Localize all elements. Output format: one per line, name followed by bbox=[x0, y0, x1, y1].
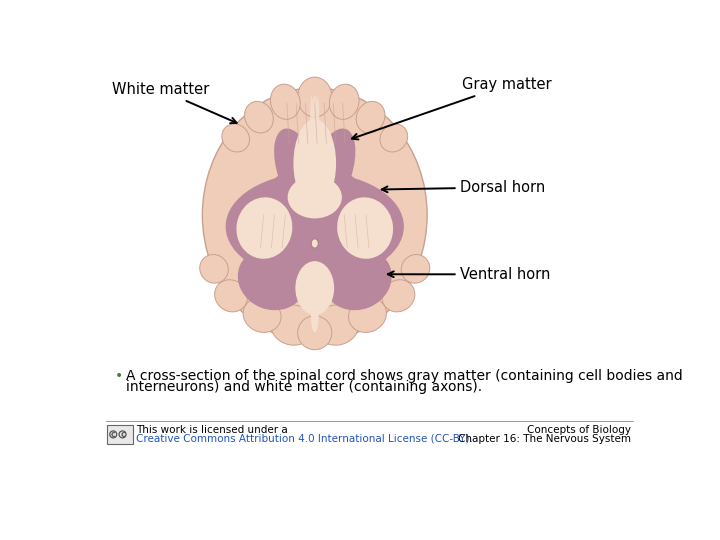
Text: c: c bbox=[120, 430, 125, 439]
Text: White matter: White matter bbox=[112, 82, 237, 123]
Ellipse shape bbox=[316, 96, 320, 150]
Ellipse shape bbox=[308, 129, 356, 214]
Ellipse shape bbox=[225, 173, 404, 280]
Ellipse shape bbox=[294, 119, 336, 208]
Ellipse shape bbox=[269, 242, 361, 296]
Ellipse shape bbox=[348, 298, 387, 333]
Ellipse shape bbox=[222, 124, 250, 152]
Text: Concepts of Biology: Concepts of Biology bbox=[527, 425, 631, 435]
Ellipse shape bbox=[271, 305, 315, 345]
Ellipse shape bbox=[287, 176, 342, 218]
Ellipse shape bbox=[236, 197, 292, 259]
Ellipse shape bbox=[337, 197, 393, 259]
Text: interneurons) and white matter (containing axons).: interneurons) and white matter (containi… bbox=[126, 381, 482, 395]
Text: Gray matter: Gray matter bbox=[352, 77, 552, 139]
Ellipse shape bbox=[295, 261, 334, 315]
Ellipse shape bbox=[271, 84, 300, 119]
Ellipse shape bbox=[323, 247, 392, 310]
Text: This work is licensed under a: This work is licensed under a bbox=[137, 425, 288, 435]
Text: Ventral horn: Ventral horn bbox=[388, 267, 551, 282]
Ellipse shape bbox=[382, 280, 415, 312]
Text: A cross-section of the spinal cord shows gray matter (containing cell bodies and: A cross-section of the spinal cord shows… bbox=[126, 369, 683, 383]
Text: Chapter 16: The Nervous System: Chapter 16: The Nervous System bbox=[458, 434, 631, 444]
Ellipse shape bbox=[401, 254, 430, 283]
Text: c: c bbox=[111, 430, 116, 439]
Ellipse shape bbox=[311, 239, 318, 248]
Ellipse shape bbox=[243, 298, 281, 333]
FancyBboxPatch shape bbox=[107, 425, 133, 444]
Ellipse shape bbox=[297, 77, 332, 117]
Ellipse shape bbox=[199, 254, 228, 283]
Ellipse shape bbox=[274, 129, 321, 214]
Ellipse shape bbox=[245, 102, 274, 133]
Ellipse shape bbox=[310, 96, 313, 150]
Text: Creative Commons Attribution 4.0 International License (CC-BY).: Creative Commons Attribution 4.0 Interna… bbox=[137, 434, 473, 444]
Ellipse shape bbox=[311, 298, 319, 333]
Text: Dorsal horn: Dorsal horn bbox=[382, 180, 546, 195]
Ellipse shape bbox=[312, 96, 318, 150]
Ellipse shape bbox=[380, 124, 408, 152]
Ellipse shape bbox=[238, 247, 307, 310]
Ellipse shape bbox=[202, 88, 427, 342]
Ellipse shape bbox=[297, 316, 332, 350]
Ellipse shape bbox=[329, 84, 359, 119]
Ellipse shape bbox=[356, 102, 385, 133]
Ellipse shape bbox=[264, 165, 365, 234]
Text: •: • bbox=[114, 369, 123, 383]
Ellipse shape bbox=[300, 233, 330, 254]
Ellipse shape bbox=[314, 305, 359, 345]
Ellipse shape bbox=[215, 280, 248, 312]
